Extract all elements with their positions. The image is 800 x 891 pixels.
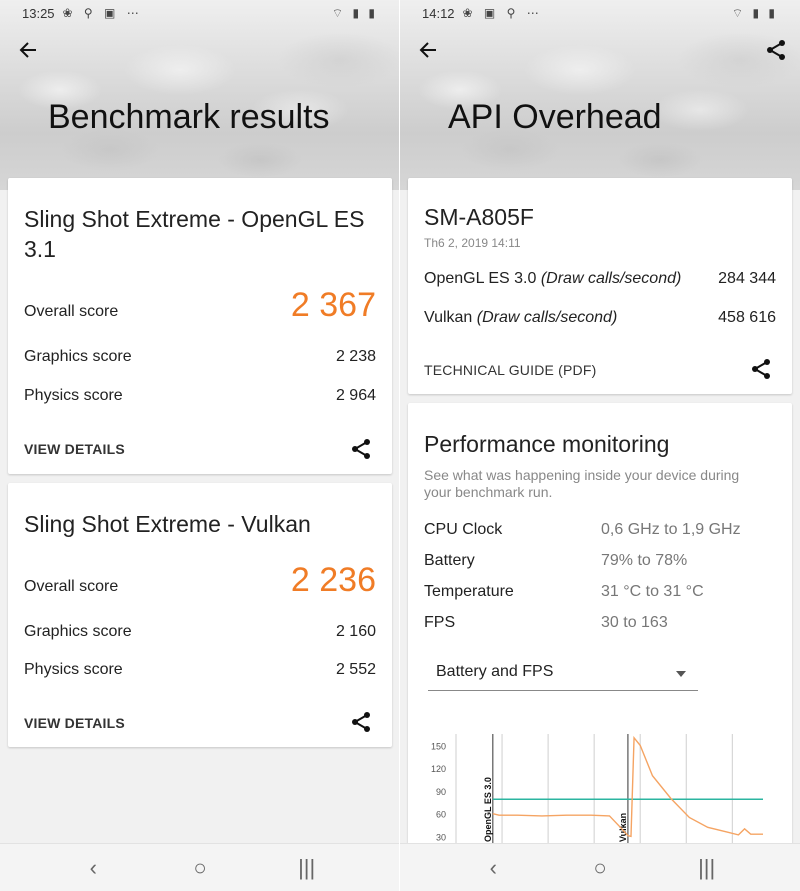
physics-score-value: 2 552	[335, 661, 376, 678]
graphics-score-row: Graphics score 2 238	[24, 348, 376, 366]
graphics-score-value: 2 238	[335, 348, 376, 365]
chart-y-tick-label: 90	[436, 787, 446, 797]
overall-score-label: Overall score	[24, 303, 119, 320]
vulkan-label: Vulkan (Draw calls/second)	[424, 309, 618, 326]
chart-y-tick-label: 150	[431, 741, 446, 751]
opengl-label: OpenGL ES 3.0 (Draw calls/second)	[424, 270, 682, 287]
page-title: Benchmark results	[48, 98, 330, 136]
physics-score-row: Physics score 2 552	[24, 661, 376, 679]
vulkan-row: Vulkan (Draw calls/second) 458 616	[424, 309, 776, 327]
test-title: Sling Shot Extreme - OpenGL ES 3.1	[24, 206, 365, 262]
perf-value: 31 °C to 31 °C	[601, 583, 704, 600]
perf-row-temperature: Temperature 31 °C to 31 °C	[424, 583, 776, 601]
status-bar: 13:25 ❀ ⚲ ▣ ⋯ ⌔ ▮ ▮	[0, 0, 400, 26]
back-arrow-icon[interactable]	[14, 36, 42, 64]
perf-row-cpu: CPU Clock 0,6 GHz to 1,9 GHz	[424, 521, 776, 539]
perf-value: 0,6 GHz to 1,9 GHz	[601, 521, 741, 538]
notification-icons: ❀ ▣ ⚲ ⋯	[462, 6, 543, 20]
overall-score-row: Overall score 2 367	[24, 286, 376, 325]
hero-background	[400, 0, 800, 190]
result-card-opengl: Sling Shot Extreme - OpenGL ES 3.1 Overa…	[8, 178, 392, 474]
graphics-score-row: Graphics score 2 160	[24, 623, 376, 641]
chart-y-tick-label: 120	[431, 764, 446, 774]
caret-down-icon	[676, 671, 686, 677]
system-nav-bar: ‹ ○ |||	[400, 843, 800, 891]
overall-score-label: Overall score	[24, 578, 119, 595]
run-date: Th6 2, 2019 14:11	[424, 236, 521, 250]
test-title: Sling Shot Extreme - Vulkan	[24, 511, 311, 537]
chart-metric-dropdown[interactable]: Battery and FPS	[428, 657, 698, 691]
chart-series-line	[492, 735, 763, 838]
graphics-score-label: Graphics score	[24, 623, 132, 640]
perf-value: 79% to 78%	[601, 552, 688, 569]
status-bar: 14:12 ❀ ▣ ⚲ ⋯ ⌔ ▮ ▮	[400, 0, 800, 26]
performance-monitoring-card: Performance monitoring See what was happ…	[408, 403, 792, 863]
perf-row-battery: Battery 79% to 78%	[424, 552, 776, 570]
device-result-card: SM-A805F Th6 2, 2019 14:11 OpenGL ES 3.0…	[408, 178, 792, 394]
view-details-button[interactable]: VIEW DETAILS	[24, 441, 125, 457]
physics-score-label: Physics score	[24, 661, 123, 678]
status-time: 13:25	[22, 5, 55, 21]
perf-value: 30 to 163	[601, 614, 668, 631]
view-details-button[interactable]: VIEW DETAILS	[24, 715, 125, 731]
hero-background	[0, 0, 400, 190]
nav-recents-button[interactable]: |||	[298, 854, 316, 880]
performance-chart: 30 60 90 120 150 OpenGL ES 3.0 Vulkan	[431, 734, 763, 844]
dropdown-value: Battery and FPS	[436, 663, 554, 680]
notification-icons: ❀ ⚲ ▣ ⋯	[62, 6, 143, 20]
device-name: SM-A805F	[424, 204, 534, 230]
chart-y-tick-label: 30	[436, 832, 446, 842]
system-nav-bar: ‹ ○ |||	[0, 843, 400, 891]
perf-label: Temperature	[424, 583, 514, 600]
signal-battery-icons: ⌔ ▮ ▮	[331, 5, 378, 20]
top-nav	[400, 36, 800, 66]
performance-description: See what was happening inside your devic…	[424, 467, 740, 500]
top-nav	[0, 36, 400, 66]
nav-back-button[interactable]: ‹	[489, 854, 497, 880]
performance-title: Performance monitoring	[424, 431, 670, 457]
nav-back-button[interactable]: ‹	[89, 854, 97, 880]
technical-guide-link[interactable]: TECHNICAL GUIDE (PDF)	[424, 362, 597, 378]
share-icon[interactable]	[350, 711, 372, 733]
share-icon[interactable]	[750, 358, 772, 380]
chart-y-tick-label: 60	[436, 810, 446, 820]
back-arrow-icon[interactable]	[414, 36, 442, 64]
graphics-score-value: 2 160	[335, 623, 376, 640]
api-overhead-screen: 14:12 ❀ ▣ ⚲ ⋯ ⌔ ▮ ▮ API Overhead SM-A805…	[400, 0, 800, 891]
physics-score-row: Physics score 2 964	[24, 387, 376, 405]
opengl-unit: (Draw calls/second)	[540, 270, 682, 287]
perf-label: CPU Clock	[424, 521, 503, 538]
vulkan-value: 458 616	[718, 309, 776, 326]
nav-recents-button[interactable]: |||	[698, 854, 716, 880]
physics-score-value: 2 964	[335, 387, 376, 404]
physics-score-label: Physics score	[24, 387, 123, 404]
page-title: API Overhead	[448, 98, 662, 136]
perf-row-fps: FPS 30 to 163	[424, 614, 776, 632]
perf-label: FPS	[424, 614, 456, 631]
nav-home-button[interactable]: ○	[193, 854, 207, 880]
overall-score-value: 2 367	[290, 286, 376, 324]
perf-label: Battery	[424, 552, 475, 569]
signal-battery-icons: ⌔ ▮ ▮	[731, 5, 778, 20]
opengl-row: OpenGL ES 3.0 (Draw calls/second) 284 34…	[424, 270, 776, 288]
graphics-score-label: Graphics score	[24, 348, 132, 365]
share-icon[interactable]	[350, 438, 372, 460]
status-time: 14:12	[422, 5, 455, 21]
nav-home-button[interactable]: ○	[593, 854, 607, 880]
overall-score-value: 2 236	[290, 561, 376, 599]
opengl-value: 284 344	[718, 270, 776, 287]
chart-test-marker-label: OpenGL ES 3.0	[483, 777, 493, 842]
vulkan-unit: (Draw calls/second)	[476, 309, 618, 326]
chart-test-marker-label: Vulkan	[618, 813, 628, 842]
share-icon[interactable]	[762, 36, 790, 64]
benchmark-results-screen: 13:25 ❀ ⚲ ▣ ⋯ ⌔ ▮ ▮ Benchmark results Sl…	[0, 0, 400, 891]
overall-score-row: Overall score 2 236	[24, 561, 376, 600]
result-card-vulkan: Sling Shot Extreme - Vulkan Overall scor…	[8, 483, 392, 747]
